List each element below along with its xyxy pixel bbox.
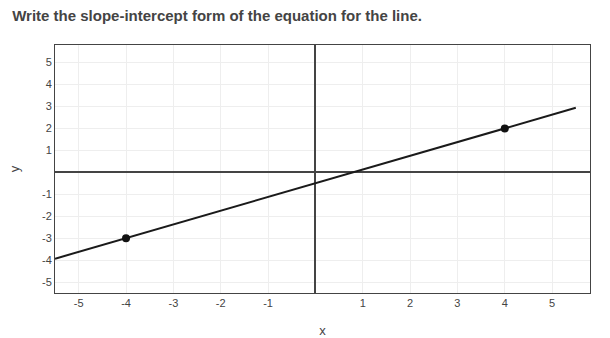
svg-text:-2: -2 [216, 297, 226, 309]
svg-text:5: 5 [549, 297, 555, 309]
svg-text:Write the slope-intercept form: Write the slope-intercept form of the eq… [12, 7, 422, 24]
svg-text:-1: -1 [42, 188, 52, 200]
svg-text:-4: -4 [121, 297, 131, 309]
svg-text:x: x [319, 323, 326, 338]
svg-text:-4: -4 [42, 254, 52, 266]
svg-text:-3: -3 [168, 297, 178, 309]
svg-text:3: 3 [454, 297, 460, 309]
svg-text:-2: -2 [42, 210, 52, 222]
svg-text:2: 2 [407, 297, 413, 309]
svg-text:2: 2 [46, 122, 52, 134]
svg-text:4: 4 [502, 297, 508, 309]
svg-text:1: 1 [360, 297, 366, 309]
svg-text:y: y [7, 165, 22, 172]
svg-text:3: 3 [46, 100, 52, 112]
svg-text:1: 1 [46, 144, 52, 156]
svg-text:-1: -1 [263, 297, 273, 309]
svg-text:-5: -5 [74, 297, 84, 309]
svg-text:-5: -5 [42, 276, 52, 288]
svg-text:4: 4 [46, 78, 52, 90]
svg-text:-3: -3 [42, 232, 52, 244]
svg-text:5: 5 [46, 56, 52, 68]
